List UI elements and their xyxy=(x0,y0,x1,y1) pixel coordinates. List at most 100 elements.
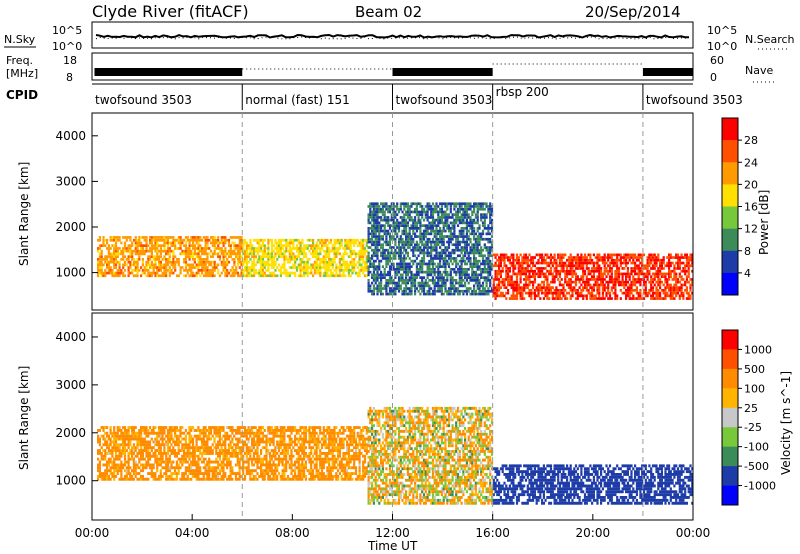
heatmap-cell xyxy=(218,249,222,253)
heatmap-cell xyxy=(483,287,486,290)
heatmap-cell xyxy=(564,264,567,268)
heatmap-cell xyxy=(483,254,486,258)
heatmap-cell xyxy=(392,218,395,222)
heatmap-cell xyxy=(147,446,150,450)
heatmap-cell xyxy=(315,266,318,269)
heatmap-cell xyxy=(199,255,202,258)
heatmap-cell xyxy=(331,258,334,261)
heatmap-cell xyxy=(634,269,637,273)
heatmap-cell xyxy=(326,249,329,253)
heatmap-cell xyxy=(349,249,352,253)
heatmap-cell xyxy=(312,274,315,278)
heatmap-cell xyxy=(192,271,195,275)
heatmap-cell xyxy=(390,257,393,260)
heatmap-cell xyxy=(145,440,148,444)
heatmap-cell xyxy=(417,210,420,214)
heatmap-cell xyxy=(444,246,447,249)
heatmap-cell xyxy=(204,241,207,245)
heatmap-cell xyxy=(469,259,472,263)
heatmap-cell xyxy=(220,236,223,239)
heatmap-cell xyxy=(140,431,143,435)
heatmap-cell xyxy=(507,275,510,278)
heatmap-cell xyxy=(158,260,161,264)
heatmap-cell xyxy=(319,269,322,272)
heatmap-cell xyxy=(562,269,565,273)
heatmap-cell xyxy=(376,292,379,296)
heatmap-cell xyxy=(467,202,470,206)
heatmap-cell xyxy=(481,262,485,266)
heatmap-cell xyxy=(685,258,688,262)
heatmap-cell xyxy=(526,286,529,289)
heatmap-cell xyxy=(260,274,263,278)
heatmap-cell xyxy=(492,264,495,268)
heatmap-cell xyxy=(435,205,438,208)
heatmap-cell xyxy=(98,437,101,441)
heatmap-cell xyxy=(387,218,390,222)
heatmap-cell xyxy=(143,426,146,429)
heatmap-cell xyxy=(227,249,231,253)
heatmap-cell xyxy=(608,256,612,259)
heatmap-cell xyxy=(399,235,402,238)
heatmap-cell xyxy=(247,269,250,272)
heatmap-cell xyxy=(469,224,472,227)
heatmap-cell xyxy=(166,236,170,239)
power-heatmap xyxy=(97,202,694,300)
heatmap-cell xyxy=(487,259,490,263)
heatmap-cell xyxy=(365,269,368,272)
heatmap-cell xyxy=(380,235,383,238)
heatmap-cell xyxy=(161,238,164,242)
heatmap-cell xyxy=(489,207,492,211)
heatmap-cell xyxy=(659,267,662,270)
heatmap-cell xyxy=(165,260,168,264)
heatmap-cell xyxy=(141,263,144,267)
heatmap-cell xyxy=(106,266,109,269)
heatmap-cell xyxy=(249,238,252,242)
heatmap-cell xyxy=(380,218,383,222)
heatmap-cell xyxy=(118,271,121,275)
heatmap-cell xyxy=(535,261,538,265)
heatmap-cell xyxy=(548,272,551,276)
heatmap-cell xyxy=(460,265,463,268)
heatmap-cell xyxy=(444,229,447,233)
heatmap-cell xyxy=(480,246,483,249)
heatmap-cell xyxy=(322,274,325,278)
heatmap-cell xyxy=(140,244,143,247)
heatmap-cell xyxy=(501,278,504,281)
heatmap-cell xyxy=(238,266,241,269)
heatmap-cell xyxy=(580,283,583,287)
heatmap-cell xyxy=(657,269,660,273)
heatmap-cell xyxy=(396,281,399,285)
heatmap-cell xyxy=(397,270,401,274)
heatmap-cell xyxy=(145,452,148,455)
heatmap-cell xyxy=(684,264,687,268)
heatmap-cell xyxy=(549,267,553,270)
heatmap-cell xyxy=(630,283,633,287)
heatmap-cell xyxy=(303,274,306,278)
heatmap-cell xyxy=(104,440,107,444)
heatmap-cell xyxy=(120,469,123,473)
heatmap-cell xyxy=(140,266,143,269)
heatmap-cell xyxy=(428,251,431,255)
heatmap-cell xyxy=(136,238,139,242)
heatmap-cell xyxy=(107,244,110,247)
heatmap-cell xyxy=(98,263,101,267)
heatmap-cell xyxy=(435,289,438,293)
heatmap-cell xyxy=(408,287,411,290)
heatmap-cell xyxy=(405,273,408,277)
freq-left-tick-top: 18 xyxy=(63,54,77,67)
heatmap-cell xyxy=(481,202,485,206)
heatmap-cell xyxy=(197,252,200,256)
heatmap-cell xyxy=(607,289,610,292)
heatmap-cell xyxy=(229,274,232,278)
heatmap-cell xyxy=(328,263,331,267)
heatmap-cell xyxy=(242,247,245,250)
heatmap-cell xyxy=(451,268,454,271)
heatmap-cell xyxy=(437,218,440,222)
heatmap-cell xyxy=(410,202,413,206)
heatmap-cell xyxy=(233,249,236,253)
heatmap-cell xyxy=(140,449,143,452)
heatmap-cell xyxy=(288,247,291,250)
heatmap-cell xyxy=(481,213,485,216)
heatmap-cell xyxy=(460,218,463,222)
heatmap-cell xyxy=(177,274,180,278)
